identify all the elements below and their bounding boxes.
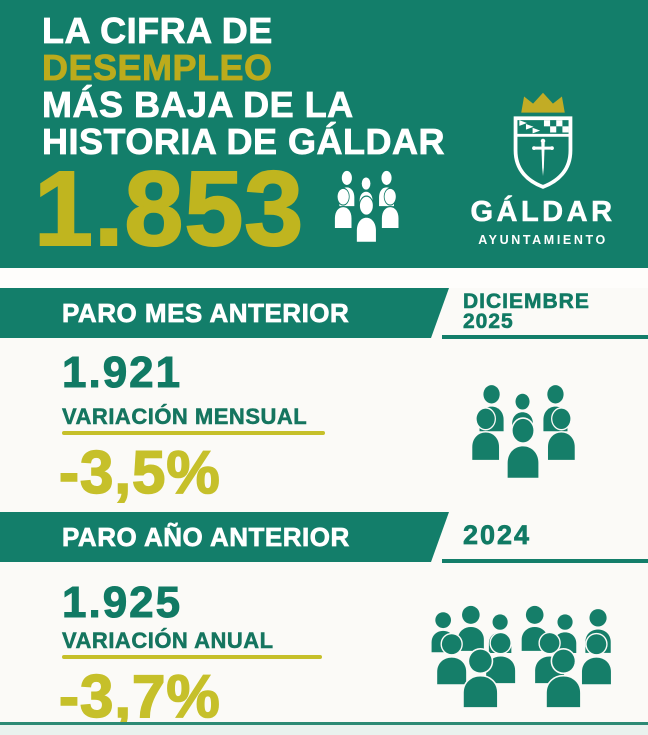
banner-bar — [0, 288, 449, 338]
shield-outline — [513, 116, 573, 189]
banner-rule-line — [442, 559, 648, 563]
previous-year-value: 1.925 — [61, 578, 183, 628]
annual-variation-value: -3,7% — [58, 662, 221, 731]
santiago-cross-icon — [532, 138, 554, 177]
galdar-crest-icon — [513, 92, 573, 189]
label-underline — [62, 655, 322, 659]
banner-label: PARO MES ANTERIOR — [62, 297, 350, 328]
period-year: 2024 — [463, 520, 532, 551]
footer-strip — [0, 725, 648, 735]
unemployment-total-value: 1.853 — [33, 150, 305, 268]
period-label: DICIEMBRE 2025 — [463, 290, 590, 333]
people-crowd-large-icon — [430, 604, 613, 708]
galdar-logo: GÁLDAR AYUNTAMIENTO — [458, 88, 628, 247]
banner-label: PARO AÑO ANTERIOR — [62, 521, 350, 552]
annual-variation-label: VARIACIÓN ANUAL — [62, 628, 274, 654]
period-year: 2025 — [463, 310, 514, 333]
shield-checkers — [543, 120, 569, 133]
banner-rule-line — [442, 335, 648, 339]
header-section: LA CIFRA DE DESEMPLEO MÁS BAJA DE LA HIS… — [0, 0, 648, 268]
header-separator-band — [0, 268, 648, 288]
logo-name: GÁLDAR — [470, 196, 616, 229]
banner-paro-ano-anterior: PARO AÑO ANTERIOR 2024 — [0, 512, 648, 563]
banner-paro-mes-anterior: PARO MES ANTERIOR DICIEMBRE 2025 — [0, 288, 648, 339]
shield-pennants — [519, 120, 541, 134]
banner-bar — [0, 512, 449, 562]
monthly-variation-value: -3,5% — [58, 438, 221, 507]
previous-month-value: 1.921 — [61, 348, 183, 398]
crown-icon — [521, 92, 565, 113]
footer-rule-line — [0, 722, 648, 725]
poster-title: LA CIFRA DE DESEMPLEO MÁS BAJA DE LA HIS… — [42, 10, 446, 162]
period-month: DICIEMBRE — [463, 290, 590, 313]
people-crowd-icon — [470, 383, 577, 480]
title-line-1: LA CIFRA DE — [42, 10, 273, 51]
monthly-variation-label: VARIACIÓN MENSUAL — [62, 404, 308, 430]
title-line-3: MÁS BAJA DE LA — [42, 84, 354, 125]
label-underline — [62, 431, 325, 435]
title-line-2-desempleo: DESEMPLEO — [42, 47, 273, 88]
logo-subtitle: AYUNTAMIENTO — [478, 233, 608, 247]
people-group-icon — [333, 169, 400, 244]
title-line-4: HISTORIA DE GÁLDAR — [42, 121, 446, 162]
